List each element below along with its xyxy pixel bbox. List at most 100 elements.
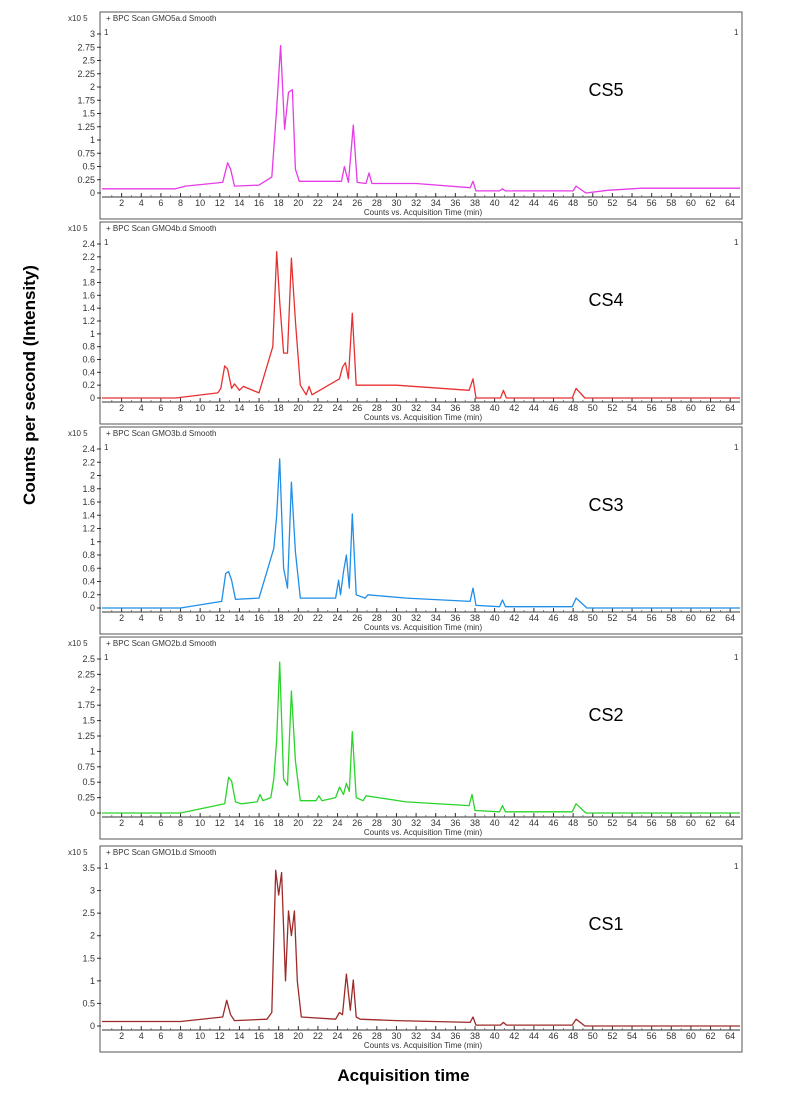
- x-tick-label: 26: [352, 198, 362, 208]
- x-tick-label: 48: [568, 613, 578, 623]
- x-tick-label: 28: [372, 818, 382, 828]
- x-tick-label: 20: [293, 613, 303, 623]
- x-tick-label: 34: [431, 403, 441, 413]
- chart-panel-cs5: x10 5 + BPC Scan GMO5a.d Smooth 1 1 CS5 0 0.25…: [68, 11, 743, 220]
- x-tick-label: 40: [490, 818, 500, 828]
- y-tick-label: 1.2: [82, 524, 95, 534]
- x-tick-label: 42: [509, 403, 519, 413]
- x-tick-label: 62: [706, 1031, 716, 1041]
- x-tick-label: 56: [647, 613, 657, 623]
- x-axis-title: Acquisition time: [337, 1066, 470, 1085]
- x-tick-label: 34: [431, 198, 441, 208]
- x-tick-label: 60: [686, 818, 696, 828]
- x-tick-label: 54: [627, 1031, 637, 1041]
- x-tick-label: 60: [686, 1031, 696, 1041]
- x-tick-label: 16: [254, 613, 264, 623]
- y-tick-label: 2: [90, 82, 95, 92]
- x-tick-label: 34: [431, 818, 441, 828]
- x-tick-label: 30: [391, 198, 401, 208]
- corner-label-left: 1: [104, 28, 109, 37]
- sample-label: CS2: [588, 705, 623, 725]
- x-tick-label: 50: [588, 818, 598, 828]
- chart-panel-cs1: x10 5 + BPC Scan GMO1b.d Smooth 1 1 CS1 0 0.5 1…: [68, 845, 743, 1053]
- x-tick-label: 64: [725, 818, 735, 828]
- x-axis-caption: Counts vs. Acquisition Time (min): [364, 1041, 483, 1050]
- x-tick-label: 16: [254, 818, 264, 828]
- x-tick-label: 62: [706, 613, 716, 623]
- x-tick-label: 6: [158, 403, 163, 413]
- x-tick-label: 26: [352, 818, 362, 828]
- y-tick-label: 1.5: [82, 716, 95, 726]
- x-tick-label: 16: [254, 1031, 264, 1041]
- x-tick-label: 62: [706, 818, 716, 828]
- x-tick-label: 54: [627, 818, 637, 828]
- x-tick-label: 34: [431, 1031, 441, 1041]
- x-tick-label: 52: [607, 613, 617, 623]
- y-tick-label: 0.5: [82, 998, 95, 1008]
- y-tick-label: 3: [90, 886, 95, 896]
- x-axis-caption: Counts vs. Acquisition Time (min): [364, 208, 483, 217]
- x-tick-label: 52: [607, 818, 617, 828]
- x-tick-label: 4: [139, 1031, 144, 1041]
- x-tick-label: 38: [470, 403, 480, 413]
- x-tick-label: 26: [352, 403, 362, 413]
- y-tick-label: 1.6: [82, 290, 95, 300]
- x-tick-label: 58: [666, 613, 676, 623]
- x-tick-label: 52: [607, 403, 617, 413]
- y-tick-label: 1.25: [77, 731, 95, 741]
- y-tick-label: 1.8: [82, 278, 95, 288]
- y-tick-label: 1.25: [77, 122, 95, 132]
- y-tick-label: 2: [90, 685, 95, 695]
- y-tick-label: 1.5: [82, 953, 95, 963]
- y-tick-label: 1: [90, 976, 95, 986]
- x-tick-label: 10: [195, 818, 205, 828]
- x-tick-label: 38: [470, 1031, 480, 1041]
- y-tick-label: 1: [90, 329, 95, 339]
- sample-label: CS4: [588, 290, 623, 310]
- x-tick-label: 6: [158, 613, 163, 623]
- y-tick-label: 2.5: [82, 908, 95, 918]
- x-axis-caption: Counts vs. Acquisition Time (min): [364, 623, 483, 632]
- y-tick-label: 2.75: [77, 42, 95, 52]
- y-tick-label: 2.5: [82, 56, 95, 66]
- y-tick-label: 2.25: [77, 69, 95, 79]
- x-tick-label: 36: [450, 403, 460, 413]
- x-tick-label: 30: [391, 403, 401, 413]
- x-tick-label: 26: [352, 613, 362, 623]
- y-tick-label: 0.5: [82, 777, 95, 787]
- x-tick-label: 12: [215, 818, 225, 828]
- x-tick-label: 36: [450, 613, 460, 623]
- x-tick-label: 4: [139, 403, 144, 413]
- y-tick-label: 1.4: [82, 303, 95, 313]
- sample-label: CS3: [588, 495, 623, 515]
- y-tick-label: 2.4: [82, 239, 95, 249]
- x-tick-label: 42: [509, 613, 519, 623]
- x-tick-label: 46: [548, 198, 558, 208]
- x-tick-label: 36: [450, 198, 460, 208]
- x-tick-label: 44: [529, 1031, 539, 1041]
- corner-label-left: 1: [104, 443, 109, 452]
- x-tick-label: 18: [274, 818, 284, 828]
- x-tick-label: 58: [666, 403, 676, 413]
- y-tick-label: 1.4: [82, 510, 95, 520]
- trace-title: + BPC Scan GMO3b.d Smooth: [106, 429, 217, 438]
- x-tick-label: 24: [333, 403, 343, 413]
- y-tick-label: 1.6: [82, 497, 95, 507]
- x-tick-label: 60: [686, 403, 696, 413]
- y-tick-label: 0: [90, 393, 95, 403]
- y-tick-label: 0.6: [82, 355, 95, 365]
- series-line-cs1: [102, 869, 740, 1027]
- x-tick-label: 64: [725, 403, 735, 413]
- y-tick-label: 2: [90, 265, 95, 275]
- x-tick-label: 42: [509, 1031, 519, 1041]
- x-tick-label: 62: [706, 403, 716, 413]
- x-tick-label: 24: [333, 613, 343, 623]
- y-tick-label: 0.2: [82, 590, 95, 600]
- x-tick-label: 32: [411, 1031, 421, 1041]
- x-tick-label: 2: [119, 818, 124, 828]
- x-tick-label: 58: [666, 818, 676, 828]
- x-tick-label: 8: [178, 198, 183, 208]
- x-tick-label: 38: [470, 818, 480, 828]
- y-tick-label: 1.75: [77, 95, 95, 105]
